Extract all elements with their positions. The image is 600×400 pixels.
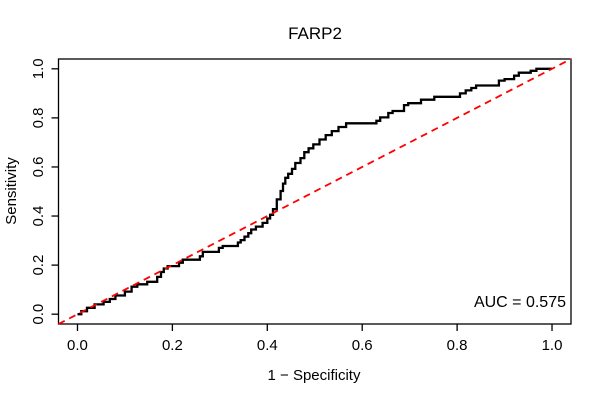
y-tick-label: 0.0 — [30, 304, 47, 325]
y-tick-label: 0.4 — [30, 206, 47, 227]
y-tick-label: 0.2 — [30, 255, 47, 276]
reference-diagonal-line — [58, 58, 572, 325]
y-axis-label: Sensitivity — [3, 157, 20, 225]
x-axis-label: 1 − Specificity — [268, 367, 361, 384]
y-axis: 0.0 0.2 0.4 0.6 0.8 1.0 — [30, 58, 59, 325]
y-tick-label: 0.6 — [30, 157, 47, 178]
x-axis: 0.0 0.2 0.4 0.6 0.8 1.0 — [67, 324, 562, 354]
x-tick-label: 0.4 — [257, 337, 278, 354]
x-tick-label: 0.2 — [162, 337, 183, 354]
plot-box — [57, 58, 572, 325]
x-tick-label: 0.0 — [67, 337, 88, 354]
auc-annotation: AUC = 0.575 — [474, 294, 566, 311]
x-tick-label: 0.8 — [447, 337, 468, 354]
chart-title: FARP2 — [288, 24, 342, 43]
y-tick-label: 0.8 — [30, 107, 47, 128]
x-tick-label: 1.0 — [542, 337, 563, 354]
x-tick-label: 0.6 — [352, 337, 373, 354]
chart-series — [58, 58, 572, 325]
roc-curve — [77, 67, 552, 316]
y-tick-label: 1.0 — [30, 58, 47, 79]
